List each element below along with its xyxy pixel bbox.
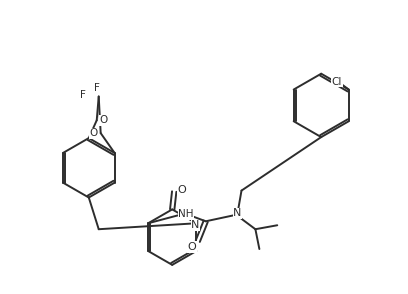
Text: NH: NH (178, 209, 194, 219)
Text: F: F (94, 83, 100, 93)
Text: N: N (191, 220, 200, 230)
Text: O: O (187, 242, 196, 252)
Text: F: F (80, 89, 86, 99)
Text: O: O (90, 128, 98, 138)
Text: Cl: Cl (332, 77, 342, 87)
Text: N: N (233, 208, 242, 218)
Text: O: O (100, 115, 108, 125)
Text: O: O (178, 185, 186, 195)
